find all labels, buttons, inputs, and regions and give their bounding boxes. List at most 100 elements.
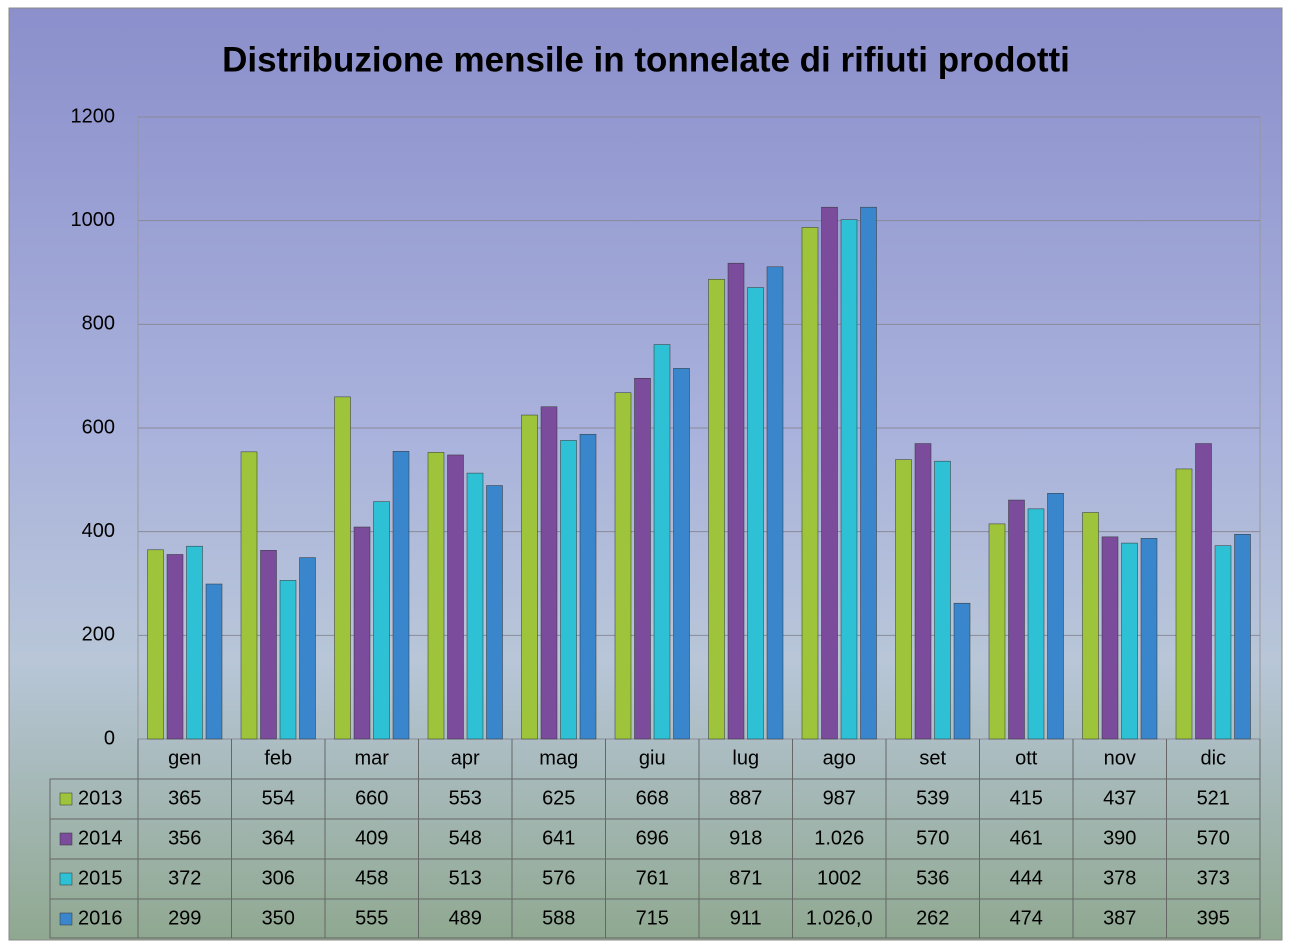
table-cell: 554 xyxy=(262,787,295,809)
table-cell: 262 xyxy=(916,907,949,929)
y-tick-label: 600 xyxy=(82,416,115,438)
bar xyxy=(579,433,597,740)
bar xyxy=(634,377,651,740)
table-cell: 887 xyxy=(729,787,762,809)
x-tick-label: apr xyxy=(451,747,480,769)
x-tick-label: ago xyxy=(823,747,856,769)
bar xyxy=(540,406,558,740)
legend-key xyxy=(59,792,73,806)
y-tick-label: 1000 xyxy=(71,209,116,231)
table-cell: 625 xyxy=(542,787,575,809)
table-cell: 570 xyxy=(1197,827,1230,849)
bar xyxy=(953,602,971,740)
bar xyxy=(1027,508,1045,740)
bar xyxy=(299,557,316,740)
bar xyxy=(186,545,203,740)
table-cell: 415 xyxy=(1010,787,1043,809)
table-cell: 871 xyxy=(729,867,762,889)
table-cell: 1.026,0 xyxy=(806,907,873,929)
table-cell: 390 xyxy=(1103,827,1136,849)
y-tick-label: 0 xyxy=(104,727,115,749)
table-cell: 696 xyxy=(636,827,669,849)
table-cell: 461 xyxy=(1010,827,1043,849)
bar xyxy=(392,451,410,740)
table-cell: 668 xyxy=(636,787,669,809)
y-tick-label: 400 xyxy=(82,520,115,542)
bar xyxy=(1214,545,1232,740)
bar xyxy=(166,554,184,740)
table-cell: 364 xyxy=(262,827,295,849)
table-cell: 570 xyxy=(916,827,949,849)
legend-label: 2016 xyxy=(78,907,123,929)
x-tick-label: lug xyxy=(732,747,759,769)
table-cell: 474 xyxy=(1010,907,1043,929)
bar xyxy=(1101,536,1119,740)
x-tick-label: set xyxy=(919,747,946,769)
bar xyxy=(914,443,932,740)
legend-key xyxy=(59,832,73,846)
y-tick-label: 200 xyxy=(82,624,115,646)
legend-key xyxy=(59,872,73,886)
bar xyxy=(334,396,351,740)
x-tick-label: ott xyxy=(1015,747,1038,769)
table-cell: 761 xyxy=(636,867,669,889)
table-cell: 539 xyxy=(916,787,949,809)
bar xyxy=(934,460,951,740)
table-cell: 715 xyxy=(636,907,669,929)
table-cell: 521 xyxy=(1197,787,1230,809)
bar xyxy=(614,392,632,740)
table-cell: 660 xyxy=(355,787,388,809)
table-cell: 555 xyxy=(355,907,388,929)
table-cell: 387 xyxy=(1103,907,1136,929)
table-cell: 911 xyxy=(730,907,762,929)
table-cell: 536 xyxy=(916,867,949,889)
bar xyxy=(860,206,877,740)
bar xyxy=(1234,534,1251,740)
bar xyxy=(427,452,445,740)
table-cell: 409 xyxy=(355,827,388,849)
bar xyxy=(747,287,764,740)
bar xyxy=(521,414,538,740)
table-cell: 918 xyxy=(729,827,762,849)
x-tick-label: giu xyxy=(639,747,666,769)
x-tick-label: dic xyxy=(1200,747,1226,769)
bar xyxy=(147,549,164,740)
x-tick-label: mag xyxy=(539,747,578,769)
table-cell: 1.026 xyxy=(814,827,864,849)
legend-label: 2014 xyxy=(78,827,123,849)
table-cell: 489 xyxy=(449,907,482,929)
table-cell: 553 xyxy=(449,787,482,809)
bar xyxy=(1082,512,1099,740)
bar xyxy=(801,227,819,740)
legend-label: 2013 xyxy=(78,787,123,809)
x-tick-label: mar xyxy=(355,747,390,769)
x-tick-label: feb xyxy=(264,747,292,769)
bar xyxy=(1008,499,1025,740)
table-cell: 350 xyxy=(262,907,295,929)
table-cell: 444 xyxy=(1010,867,1043,889)
table-cell: 513 xyxy=(449,867,482,889)
table-cell: 588 xyxy=(542,907,575,929)
table-cell: 576 xyxy=(542,867,575,889)
table-cell: 437 xyxy=(1103,787,1136,809)
bar xyxy=(279,580,297,740)
bar xyxy=(1121,542,1138,740)
x-tick-label: gen xyxy=(168,747,201,769)
bar xyxy=(560,440,577,740)
bar xyxy=(447,454,464,740)
table-cell: 378 xyxy=(1103,867,1136,889)
table-cell: 1002 xyxy=(817,867,862,889)
bar xyxy=(821,206,838,740)
bar xyxy=(840,219,858,740)
bar xyxy=(988,523,1006,740)
bar xyxy=(1175,468,1193,740)
bar xyxy=(1047,493,1064,740)
x-tick-label: nov xyxy=(1104,747,1136,769)
table-cell: 306 xyxy=(262,867,295,889)
bar xyxy=(466,472,484,740)
legend-label: 2015 xyxy=(78,867,123,889)
bar xyxy=(1195,443,1212,740)
bar xyxy=(673,368,690,740)
bar xyxy=(895,459,912,740)
bar xyxy=(653,344,671,740)
